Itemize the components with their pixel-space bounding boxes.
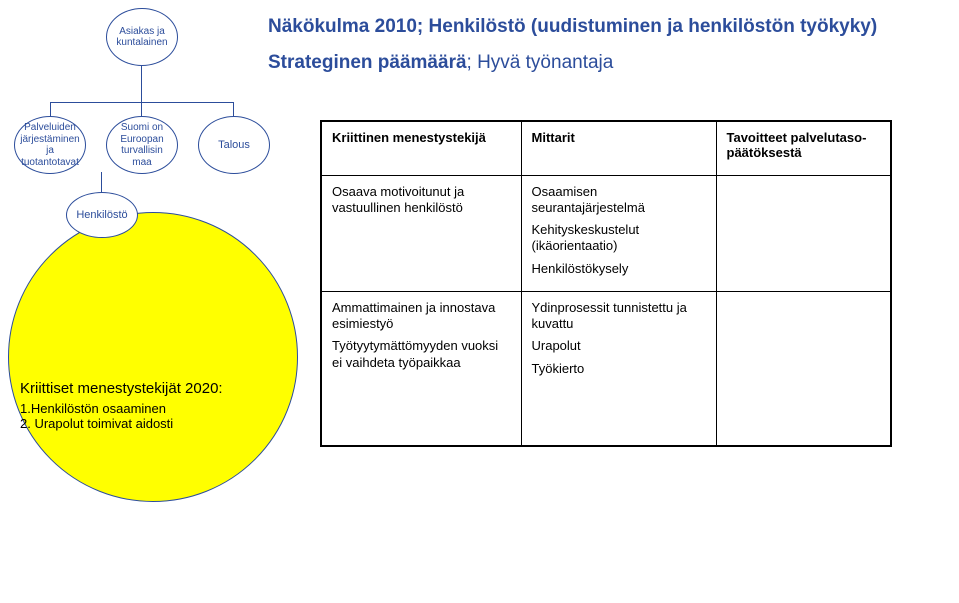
r2c2-a: Ydinprosessit tunnistettu ja kuvattu bbox=[532, 300, 706, 333]
col-header-kriittinen: Kriittinen menestystekijä bbox=[321, 121, 521, 175]
big-circle bbox=[8, 212, 298, 502]
connector bbox=[233, 102, 234, 116]
subtitle-strong: Strateginen päämäärä bbox=[268, 52, 467, 73]
subtitle-rest: ; Hyvä työnantaja bbox=[467, 52, 614, 73]
node-asiakas: Asiakas ja kuntalainen bbox=[106, 8, 178, 66]
node-talous: Talous bbox=[198, 116, 270, 174]
connector bbox=[50, 102, 51, 116]
connector bbox=[141, 66, 142, 102]
cell-r1c1: Osaava motivoitunut ja vastuullinen henk… bbox=[321, 175, 521, 291]
r1c2-a: Osaamisen seurantajärjestelmä bbox=[532, 184, 706, 217]
page-title: Näkökulma 2010; Henkilöstö (uudistuminen… bbox=[268, 16, 877, 38]
page-subtitle: Strateginen päämäärä; Hyvä työnantaja bbox=[268, 52, 613, 74]
col-header-tavoitteet: Tavoitteet palvelutaso-päätöksestä bbox=[716, 121, 891, 175]
connector bbox=[141, 102, 142, 116]
big-item-1: 1.Henkilöstön osaaminen bbox=[20, 401, 300, 416]
r1c2-c: Henkilöstökysely bbox=[532, 261, 706, 277]
node-suomi: Suomi on Euroopan turvallisin maa bbox=[106, 116, 178, 174]
node-palveluiden: Palveluiden järjestäminen ja tuotantotav… bbox=[14, 116, 86, 174]
cell-r2c2: Ydinprosessit tunnistettu ja kuvattu Ura… bbox=[521, 291, 716, 446]
r2c2-c: Työkierto bbox=[532, 361, 706, 377]
matrix-table: Kriittinen menestystekijä Mittarit Tavoi… bbox=[320, 120, 892, 447]
r2c2-b: Urapolut bbox=[532, 338, 706, 354]
node-henkilosto: Henkilöstö bbox=[66, 192, 138, 238]
big-item-2: 2. Urapolut toimivat aidosti bbox=[20, 416, 300, 431]
big-heading: Kriittiset menestystekijät 2020: bbox=[20, 380, 300, 397]
cell-r1c3 bbox=[716, 175, 891, 291]
connector bbox=[50, 102, 234, 103]
r2c1-b: Työtyytymättömyyden vuoksi ei vaihdeta t… bbox=[332, 338, 511, 371]
col-header-mittarit: Mittarit bbox=[521, 121, 716, 175]
cell-r1c2: Osaamisen seurantajärjestelmä Kehityskes… bbox=[521, 175, 716, 291]
big-circle-label: Kriittiset menestystekijät 2020: 1.Henki… bbox=[20, 380, 300, 431]
r2c1-a: Ammattimainen ja innostava esimiestyö bbox=[332, 300, 511, 333]
r1c1-text: Osaava motivoitunut ja vastuullinen henk… bbox=[332, 184, 511, 217]
cell-r2c1: Ammattimainen ja innostava esimiestyö Ty… bbox=[321, 291, 521, 446]
r1c2-b: Kehityskeskustelut (ikäorientaatio) bbox=[532, 222, 706, 255]
cell-r2c3 bbox=[716, 291, 891, 446]
